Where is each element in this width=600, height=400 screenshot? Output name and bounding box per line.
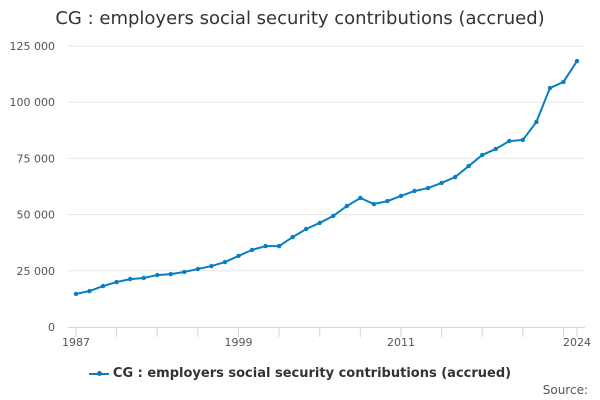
data-point bbox=[317, 220, 322, 226]
data-point bbox=[100, 283, 106, 289]
data-point bbox=[561, 79, 566, 85]
x-tick-label: 1987 bbox=[62, 336, 90, 349]
data-point bbox=[290, 234, 295, 240]
legend-item[interactable]: CG : employers social security contribut… bbox=[0, 366, 600, 381]
y-tick-label: 100 000 bbox=[10, 96, 56, 109]
data-point bbox=[331, 213, 336, 219]
data-point bbox=[141, 275, 146, 281]
data-point bbox=[534, 119, 539, 125]
data-point bbox=[507, 138, 512, 144]
y-tick-label: 125 000 bbox=[10, 40, 56, 53]
data-point bbox=[520, 137, 526, 143]
data-point bbox=[209, 263, 214, 269]
data-point bbox=[466, 163, 471, 169]
data-point bbox=[452, 174, 458, 180]
data-point bbox=[155, 272, 160, 278]
data-point bbox=[114, 279, 119, 285]
source-label: Source: bbox=[542, 383, 588, 397]
data-point bbox=[425, 185, 431, 191]
data-point bbox=[398, 193, 404, 199]
data-point bbox=[358, 195, 363, 201]
data-point bbox=[182, 269, 187, 275]
data-point bbox=[87, 288, 92, 294]
y-tick-label: 25 000 bbox=[17, 265, 56, 278]
data-point bbox=[371, 201, 377, 207]
data-point bbox=[480, 152, 485, 158]
x-tick-label: 1999 bbox=[224, 336, 252, 349]
data-point bbox=[385, 198, 390, 204]
data-point bbox=[439, 180, 444, 186]
data-point bbox=[73, 291, 79, 297]
y-tick-label: 75 000 bbox=[17, 152, 56, 165]
y-tick-label: 50 000 bbox=[17, 209, 56, 222]
data-point bbox=[344, 203, 350, 209]
data-point bbox=[263, 243, 268, 249]
data-point bbox=[574, 58, 580, 64]
line-chart: 0 25 000 50 000 75 000 100 000 125 000 1987 199… bbox=[10, 40, 592, 349]
series-line bbox=[75, 60, 578, 295]
data-point bbox=[493, 146, 498, 152]
legend-swatch bbox=[88, 370, 109, 376]
data-point bbox=[222, 259, 228, 265]
data-point bbox=[249, 247, 255, 253]
data-point bbox=[168, 271, 173, 277]
chart-title: CG : employers social security contribut… bbox=[55, 8, 545, 29]
data-point bbox=[303, 226, 309, 232]
x-tick-label: 2011 bbox=[387, 336, 415, 349]
data-point bbox=[276, 243, 282, 249]
data-point bbox=[195, 266, 201, 272]
data-point bbox=[236, 253, 241, 259]
data-point bbox=[127, 276, 133, 282]
y-tick-label: 0 bbox=[48, 321, 55, 334]
legend-label: CG : employers social security contribut… bbox=[112, 366, 512, 381]
data-point bbox=[412, 188, 417, 194]
data-point bbox=[547, 85, 553, 91]
x-tick-label: 2024 bbox=[563, 336, 591, 349]
